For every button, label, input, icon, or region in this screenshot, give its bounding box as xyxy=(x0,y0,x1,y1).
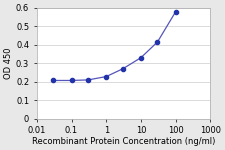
X-axis label: Recombinant Protein Concentration (ng/ml): Recombinant Protein Concentration (ng/ml… xyxy=(32,137,215,146)
Y-axis label: OD 450: OD 450 xyxy=(4,48,13,79)
